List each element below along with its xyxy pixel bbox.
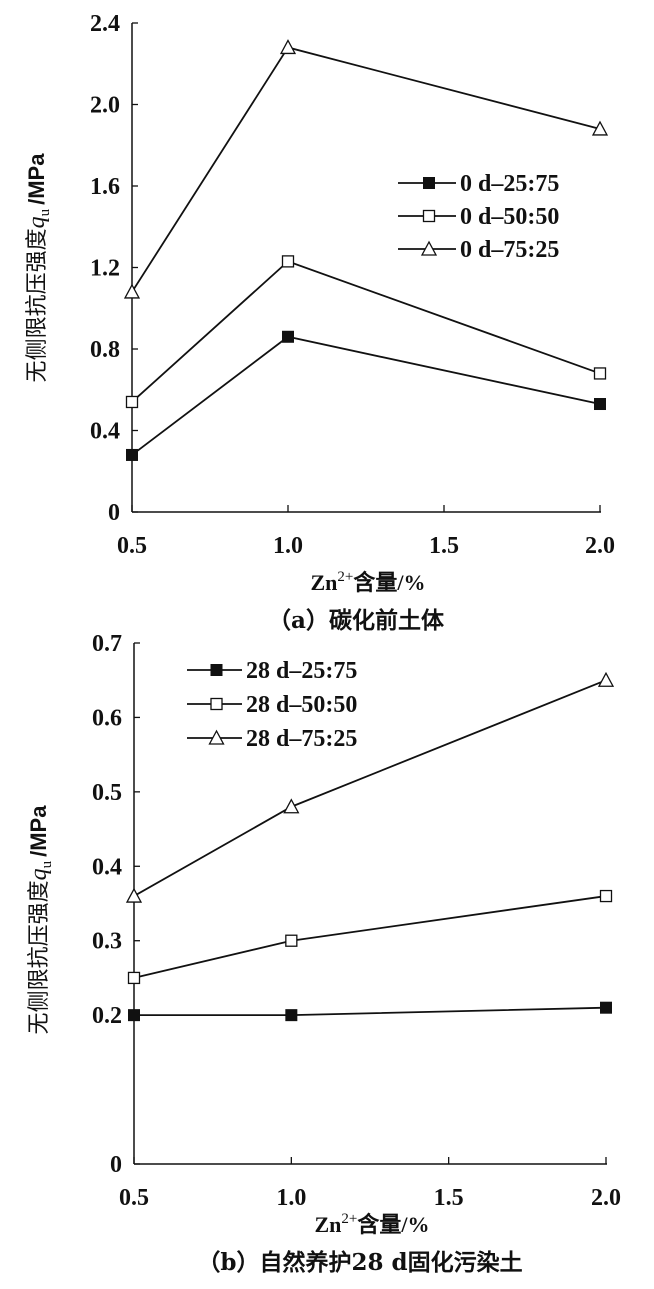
y-tick-label: 0.2	[92, 1003, 122, 1029]
x-axis-label: Zn2+含量/%	[314, 1211, 429, 1237]
y-tick-label: 0.7	[92, 631, 122, 657]
y-label-prefix: 无侧限抗压强度	[25, 228, 50, 382]
data-point	[127, 971, 141, 985]
legend-label: 0 d–75:25	[460, 237, 559, 263]
legend-marker	[423, 177, 435, 189]
y-tick-label: 0.8	[90, 337, 120, 363]
x-label-base: Zn	[314, 1212, 341, 1237]
legend-label: 0 d–25:75	[460, 171, 559, 197]
data-point	[593, 367, 607, 380]
data-point	[597, 671, 615, 687]
data-point	[599, 889, 613, 903]
series-line	[134, 1006, 607, 1017]
x-tick-label: 0.5	[119, 1185, 149, 1211]
y-label-unit: /MPa	[26, 805, 51, 857]
series-0	[126, 330, 606, 461]
y-tick-label: 0.3	[92, 929, 122, 955]
data-point	[282, 330, 294, 343]
x-tick-label: 1.0	[276, 1185, 306, 1211]
y-tick-label: 0.4	[90, 419, 120, 445]
x-tick-label: 0.5	[117, 533, 147, 559]
x-label-suffix: 含量/%	[353, 570, 425, 595]
series-line	[133, 679, 607, 897]
series-2	[125, 671, 615, 903]
y-tick-label: 0.6	[92, 705, 122, 731]
legend-marker	[422, 209, 436, 223]
legend-marker	[210, 664, 223, 676]
y-label-sub: u	[37, 208, 53, 216]
series-1	[125, 255, 607, 409]
y-label-symbol: q	[26, 868, 52, 880]
chart-a: 0 0.4 0.8 1.2 1.6 2.0 2.4 0.5 1.0 1.5 2.0 Zn2+含量/% 无…	[24, 11, 615, 634]
y-tick-label: 1.6	[90, 174, 120, 200]
figure-caption: （a）碳化前土体	[268, 607, 445, 634]
y-tick-label: 2.0	[90, 93, 120, 119]
chart-b: 0 0.2 0.3 0.4 0.5 0.6 0.7 0.5 1.0 1.5 2.0 Zn2+含量/% 无…	[26, 631, 621, 1276]
data-point	[281, 255, 295, 268]
data-point	[283, 798, 300, 814]
series-line	[133, 895, 607, 979]
data-point	[125, 887, 143, 903]
y-label-sub: u	[39, 860, 55, 868]
data-point	[600, 1001, 612, 1014]
y-label-symbol: q	[24, 216, 50, 228]
y-label-unit: /MPa	[24, 153, 49, 205]
data-point	[125, 395, 139, 409]
x-tick-label: 2.0	[585, 533, 615, 559]
legend-label: 28 d–50:50	[246, 692, 357, 718]
legend-label: 28 d–25:75	[246, 658, 357, 684]
x-tick-label: 1.5	[429, 533, 459, 559]
data-point	[123, 283, 141, 299]
series-1	[127, 889, 613, 985]
y-tick-label: 1.2	[90, 256, 120, 282]
y-tick-label: 0.5	[92, 780, 122, 806]
x-label-sup: 2+	[337, 569, 353, 585]
data-point	[279, 39, 297, 55]
y-axis-label: 无侧限抗压强度qu/MPa	[26, 805, 55, 1035]
y-tick-label: 0.4	[92, 854, 122, 880]
data-point	[285, 1009, 298, 1022]
data-point	[594, 398, 606, 411]
legend-marker	[208, 729, 225, 745]
data-point	[591, 120, 609, 136]
data-point	[285, 934, 298, 947]
legend-marker	[420, 240, 438, 256]
y-tick-label: 2.4	[90, 11, 120, 37]
y-axis-label: 无侧限抗压强度qu/MPa	[24, 153, 53, 383]
series-line	[131, 335, 601, 456]
series-0	[128, 1001, 612, 1022]
series-line	[131, 260, 601, 403]
x-tick-label: 1.0	[273, 533, 303, 559]
x-tick-label: 2.0	[591, 1185, 621, 1211]
y-label-prefix: 无侧限抗压强度	[27, 880, 52, 1034]
legend-marker	[210, 697, 223, 711]
series-2	[123, 39, 609, 299]
legend-label: 0 d–50:50	[460, 204, 559, 230]
y-tick-label: 0	[110, 1152, 122, 1178]
x-label-suffix: 含量/%	[357, 1212, 429, 1237]
x-axis-label: Zn2+含量/%	[310, 569, 425, 595]
y-tick-label: 0	[108, 500, 120, 526]
x-tick-label: 1.5	[434, 1185, 464, 1211]
x-label-sup: 2+	[341, 1211, 357, 1227]
legend-label: 28 d–75:25	[246, 726, 357, 752]
data-point	[126, 448, 138, 461]
x-label-base: Zn	[310, 570, 337, 595]
figure-caption: （b）自然养护28 d固化污染土	[197, 1249, 522, 1276]
data-point	[128, 1009, 140, 1022]
